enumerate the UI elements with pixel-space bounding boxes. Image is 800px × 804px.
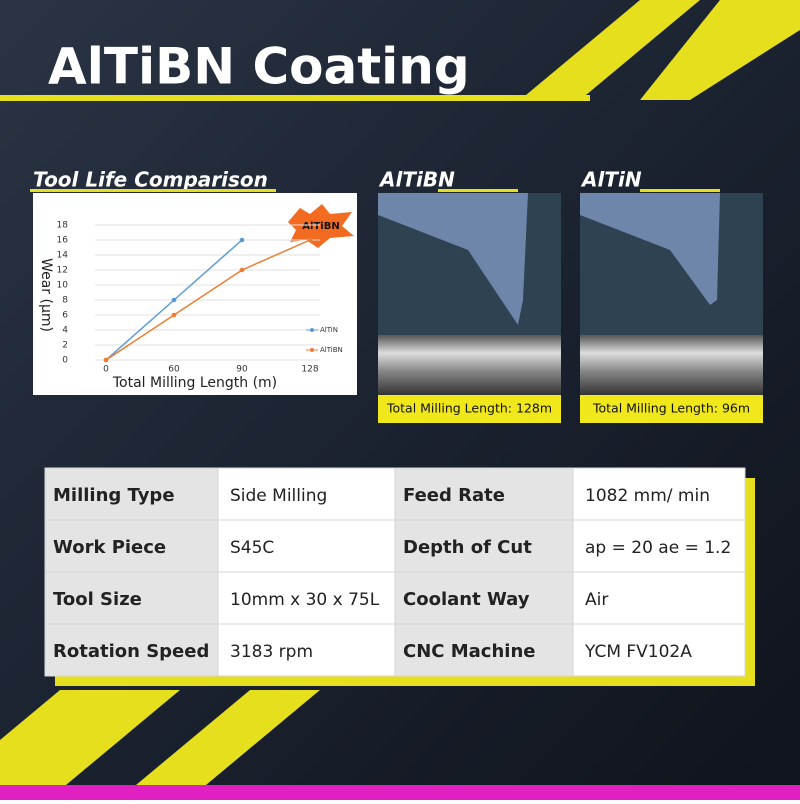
table-header-cell (394, 467, 574, 521)
x-tick-label: 90 (236, 365, 248, 375)
cell-label: Work Piece (53, 537, 166, 558)
table-header-cell (394, 623, 574, 677)
workpiece (378, 335, 561, 395)
y-tick-label: 12 (57, 266, 68, 276)
cell-label: Milling Type (53, 485, 175, 506)
badge-label: AlTiBN (302, 221, 339, 232)
table-header-cell (44, 467, 219, 521)
table-header-cell (44, 623, 219, 677)
tool-tip (378, 193, 528, 325)
badge-burst (288, 204, 354, 248)
y-tick-label: 16 (57, 236, 69, 246)
y-tick-label: 2 (62, 341, 68, 351)
point (171, 312, 177, 318)
workpiece (580, 335, 763, 395)
chart-title: Tool Life Comparison (33, 168, 268, 192)
table-header-cell (394, 571, 574, 625)
cell-label: Coolant Way (403, 589, 530, 610)
caption-bg (580, 395, 763, 423)
cell-label: Rotation Speed (53, 641, 209, 662)
cell-value: Side Milling (230, 486, 327, 506)
y-tick-label: 10 (57, 281, 69, 291)
cell-label: Depth of Cut (403, 537, 532, 558)
title-underline (0, 95, 590, 101)
cell-label: Tool Size (53, 589, 142, 610)
cell-value: 3183 rpm (230, 642, 313, 662)
cell-value: ap = 20 ae = 1.2 (585, 538, 731, 558)
legend-marker (310, 348, 314, 352)
table-cell (572, 467, 746, 521)
y-tick-label: 4 (62, 326, 68, 336)
underline (438, 189, 518, 192)
plot: 0 2 4 6 8 10 12 14 16 18 0 60 90 128 AlTiN AlTiBN (57, 221, 343, 375)
photo-label: AlTiBN (378, 168, 455, 192)
photo-label: AlTiN (580, 168, 642, 192)
bottom-bar (0, 785, 800, 800)
caption: Total Milling Length: 128m (386, 401, 552, 416)
cell-value: Air (585, 590, 608, 610)
y-tick-label: 14 (57, 251, 69, 261)
caption-bg (378, 395, 561, 423)
table-cell (572, 519, 746, 573)
underline (640, 189, 720, 192)
table: Milling Type Side Milling Feed Rate 1082 mm… (44, 467, 746, 677)
cell-value: YCM FV102A (584, 642, 692, 662)
main-title: AlTiBN Coating (48, 38, 470, 96)
cell-label: Feed Rate (403, 485, 505, 506)
tool-tip (580, 193, 720, 305)
cell-value: S45C (230, 538, 274, 558)
cell-label: CNC Machine (403, 641, 536, 662)
point (239, 237, 245, 243)
table-header-cell (44, 571, 219, 625)
underline (30, 189, 276, 192)
photos: AlTiBN Total Milling Length: 128m AlTiN Tot… (378, 168, 763, 423)
point (307, 237, 313, 243)
legend-label: AlTiBN (320, 346, 343, 354)
cell-value: 10mm x 30 x 75L (230, 590, 380, 610)
table-header-cell (44, 519, 219, 573)
cell-value: 1082 mm/ min (585, 486, 710, 506)
y-tick-label: 8 (62, 296, 68, 306)
point (239, 267, 245, 273)
series-line (105, 239, 311, 361)
table-cell (572, 623, 746, 677)
y-axis-title: Wear (μm) (38, 258, 54, 332)
table-header-cell (394, 519, 574, 573)
table-cell (572, 571, 746, 625)
table-cell (217, 571, 396, 625)
table-cell (217, 467, 396, 521)
caption: Total Milling Length: 96m (592, 401, 750, 416)
y-tick-label: 18 (57, 221, 69, 231)
x-tick-label: 128 (301, 365, 318, 375)
point (171, 297, 177, 303)
x-tick-label: 0 (103, 365, 109, 375)
x-axis-title: Total Milling Length (m) (112, 375, 277, 391)
y-tick-label: 0 (62, 356, 68, 366)
x-tick-label: 60 (168, 365, 180, 375)
legend-marker (310, 328, 314, 332)
point (103, 357, 109, 363)
legend-label: AlTiN (320, 326, 338, 334)
y-tick-label: 6 (62, 311, 68, 321)
